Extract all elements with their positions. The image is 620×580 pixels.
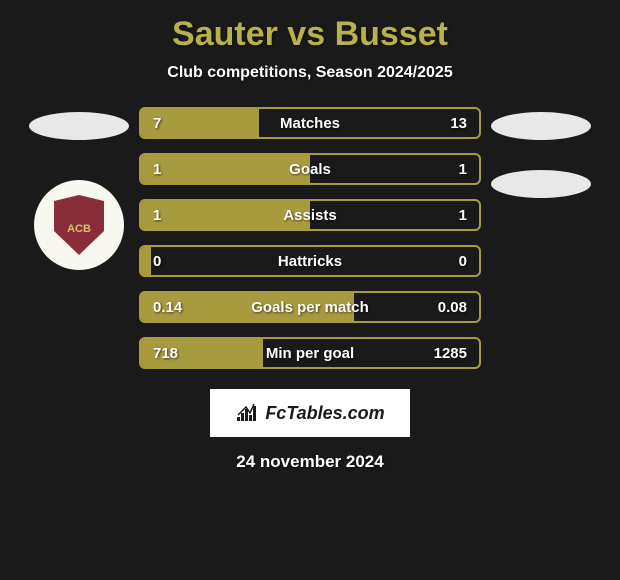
page-subtitle: Club competitions, Season 2024/2025	[167, 64, 452, 82]
stat-bars: 7 Matches 13 1 Goals 1 1 Assists 1 0 Hat…	[139, 107, 481, 369]
stat-label: Goals	[289, 161, 331, 178]
stat-right-value: 1	[459, 207, 467, 224]
bar-fill	[141, 247, 151, 275]
club-badge-left: ACB	[34, 180, 124, 270]
stat-label: Assists	[283, 207, 336, 224]
right-column	[481, 107, 601, 198]
stat-label: Hattricks	[278, 253, 342, 270]
stat-row-matches: 7 Matches 13	[139, 107, 481, 139]
stat-left-value: 1	[153, 207, 161, 224]
main-area: ACB 7 Matches 13 1 Goals 1 1 Assists 1	[0, 107, 620, 369]
player-ellipse-left	[29, 112, 129, 140]
fctables-badge: FcTables.com	[210, 389, 410, 437]
page-title: Sauter vs Busset	[172, 15, 448, 54]
stat-row-goals-per-match: 0.14 Goals per match 0.08	[139, 291, 481, 323]
shield-icon: ACB	[54, 195, 104, 255]
fctables-logo-icon	[235, 403, 259, 423]
stat-label: Min per goal	[266, 345, 354, 362]
stat-right-value: 0	[459, 253, 467, 270]
stat-left-value: 7	[153, 115, 161, 132]
player-ellipse-right-2	[491, 170, 591, 198]
comparison-container: Sauter vs Busset Club competitions, Seas…	[0, 0, 620, 580]
stat-left-value: 1	[153, 161, 161, 178]
left-column: ACB	[19, 107, 139, 270]
stat-right-value: 13	[450, 115, 467, 132]
bar-fill	[141, 155, 310, 183]
stat-right-value: 1285	[434, 345, 467, 362]
stat-label: Goals per match	[251, 299, 369, 316]
player-ellipse-right-1	[491, 112, 591, 140]
fctables-brand-text: FcTables.com	[265, 403, 384, 424]
shield-text: ACB	[67, 223, 91, 235]
stat-row-hattricks: 0 Hattricks 0	[139, 245, 481, 277]
stat-left-value: 718	[153, 345, 178, 362]
stat-row-assists: 1 Assists 1	[139, 199, 481, 231]
stat-row-min-per-goal: 718 Min per goal 1285	[139, 337, 481, 369]
stat-left-value: 0	[153, 253, 161, 270]
stat-right-value: 0.08	[438, 299, 467, 316]
stat-label: Matches	[280, 115, 340, 132]
stat-right-value: 1	[459, 161, 467, 178]
stat-row-goals: 1 Goals 1	[139, 153, 481, 185]
date-text: 24 november 2024	[236, 452, 383, 472]
stat-left-value: 0.14	[153, 299, 182, 316]
